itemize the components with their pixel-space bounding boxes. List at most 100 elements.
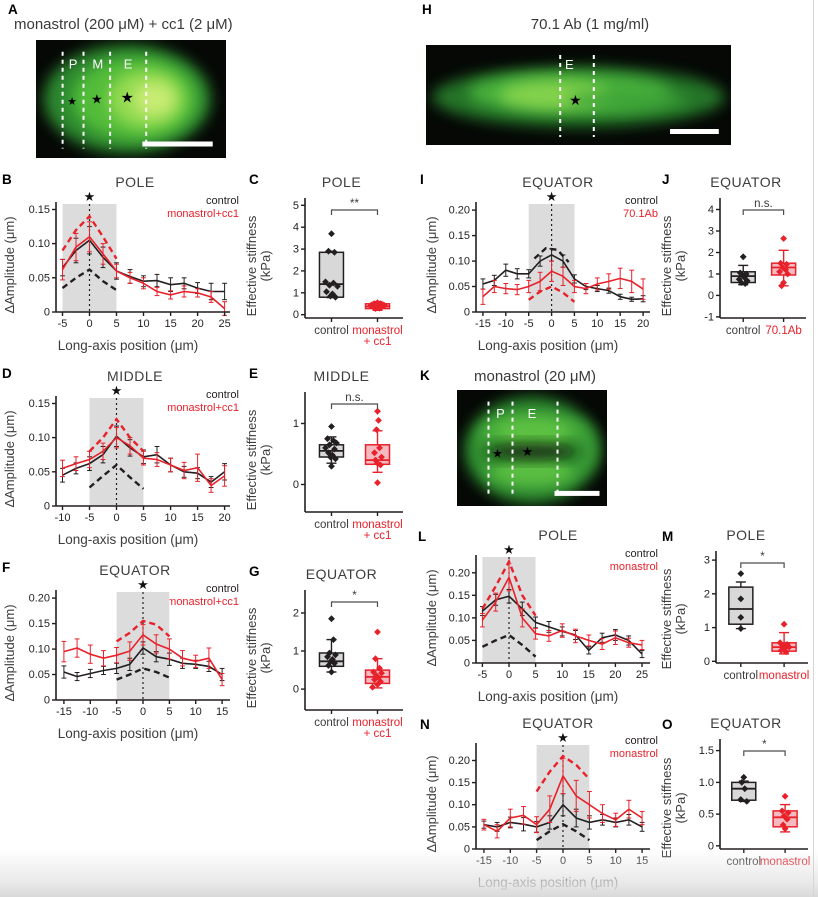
svg-text:0.10: 0.10 (449, 799, 470, 811)
svg-text:5: 5 (533, 669, 539, 681)
svg-text:2: 2 (293, 608, 299, 620)
y-axis-label-J: Effective stiffness (kPa) (659, 186, 688, 346)
svg-text:★: ★ (557, 731, 569, 745)
legend-item-control: control (624, 548, 658, 560)
x-axis-label-F: Long-axis position (μm) (57, 726, 199, 741)
svg-text:15: 15 (636, 855, 648, 867)
panel-K: K monastrol (20 μM) P E ★ ★ (410, 362, 660, 523)
panel-letter-B: B (2, 172, 12, 187)
svg-text:+ cc1: + cc1 (364, 530, 392, 542)
x-axis-label-L: Long-axis position (μm) (477, 689, 619, 704)
svg-text:-10: -10 (498, 318, 514, 330)
svg-text:0.10: 0.10 (449, 612, 470, 624)
svg-text:1: 1 (293, 418, 299, 430)
chart-title-M: POLE (726, 527, 766, 543)
legend-item-treatment: monastrol+cc1 (167, 208, 239, 220)
svg-text:monastrol: monastrol (759, 670, 810, 682)
legend-item-control: control (205, 195, 239, 207)
svg-text:monastrol: monastrol (352, 519, 403, 531)
svg-text:E: E (528, 406, 537, 421)
line-chart-B: ★ 0 0.05 0.10 0.15 -5 0 5 10 15 20 25 (29, 190, 231, 330)
panel-letter-H: H (422, 2, 432, 17)
svg-text:E: E (124, 56, 133, 71)
panel-E: E MIDDLE Effective stiffness (kPa) 0 1 con… (244, 362, 420, 556)
svg-text:-10: -10 (55, 512, 71, 524)
panel-M: M POLE Effective stiffness (kPa) 0 1 2 3 con… (659, 523, 818, 713)
line-chart-D: ★ 0 0.05 0.10 0.15 -10 -5 0 5 10 15 20 (29, 384, 231, 524)
y-axis-label-line2: (kPa) (257, 250, 273, 282)
panel-I: I EQUATOR control 70.1Ab ΔAmplitude (μm)… (410, 168, 660, 362)
panel-letter-D: D (2, 366, 12, 381)
chart-title-G: EQUATOR (305, 566, 378, 582)
chart-title-B: POLE (115, 174, 155, 190)
chart-legend-L: control monastrol (610, 548, 658, 574)
panel-letter-F: F (2, 560, 11, 575)
svg-text:3: 3 (293, 244, 299, 256)
y-axis-label-line2: (kPa) (672, 792, 688, 824)
panel-letter-O: O (662, 717, 673, 732)
chart-title-C: POLE (321, 174, 362, 190)
legend-item-control: control (205, 389, 239, 401)
svg-text:0: 0 (708, 840, 714, 852)
micrograph-image-A: P M E ★ ★ ★ (36, 40, 226, 158)
svg-text:0: 0 (560, 855, 566, 867)
svg-text:10: 10 (164, 512, 176, 524)
y-axis-label-I: ΔAmplitude (μm) (424, 216, 439, 314)
svg-text:★: ★ (67, 96, 77, 108)
svg-text:0: 0 (140, 706, 146, 718)
x-axis-label-I: Long-axis position (μm) (477, 338, 619, 353)
svg-text:n.s.: n.s. (345, 392, 364, 404)
svg-text:-10: -10 (502, 855, 518, 867)
svg-text:-5: -5 (524, 318, 534, 330)
svg-text:3: 3 (708, 226, 714, 238)
panel-letter-C: C (249, 172, 259, 187)
svg-text:-1: -1 (704, 311, 714, 323)
svg-text:5: 5 (571, 318, 577, 330)
svg-text:-5: -5 (58, 318, 68, 330)
svg-text:1.5: 1.5 (699, 745, 714, 757)
panel-L: L POLE control monastrol ΔAmplitude (μm)… (410, 523, 660, 713)
svg-text:0.15: 0.15 (29, 398, 50, 410)
svg-text:0: 0 (44, 307, 50, 319)
svg-text:10: 10 (556, 669, 568, 681)
svg-text:control: control (314, 717, 349, 729)
svg-text:control: control (724, 670, 759, 682)
svg-text:0.05: 0.05 (449, 635, 470, 647)
chart-title-N: EQUATOR (522, 715, 594, 731)
svg-text:0.5: 0.5 (699, 809, 714, 821)
svg-text:0: 0 (44, 501, 50, 513)
svg-text:70.1Ab: 70.1Ab (765, 325, 801, 337)
micrograph-title-A: monastrol (200 μM) + cc1 (2 μM) (14, 16, 233, 33)
chart-title-E: MIDDLE (313, 368, 370, 384)
svg-text:0: 0 (293, 479, 299, 491)
svg-text:0.20: 0.20 (449, 567, 470, 579)
y-axis-label-line2: (kPa) (257, 444, 273, 476)
svg-text:20: 20 (637, 318, 649, 330)
y-axis-label-line1: Effective stiffness (659, 215, 674, 317)
svg-text:0.15: 0.15 (449, 777, 470, 789)
chart-legend-B: control monastrol+cc1 (167, 195, 239, 221)
svg-text:0: 0 (708, 290, 714, 302)
svg-text:5: 5 (586, 855, 592, 867)
box-plot-J: -1 0 1 2 3 4 control 70.1Ab n.s. (704, 198, 806, 337)
svg-text:20: 20 (191, 318, 203, 330)
panel-letter-K: K (420, 368, 430, 383)
chart-title-F: EQUATOR (99, 562, 171, 578)
panel-letter-I: I (420, 172, 424, 187)
svg-text:5: 5 (113, 318, 119, 330)
svg-text:E: E (565, 57, 574, 72)
svg-text:0.20: 0.20 (449, 205, 470, 217)
panel-letter-A: A (8, 2, 18, 17)
y-axis-label-B: ΔAmplitude (μm) (2, 216, 17, 314)
svg-text:0.05: 0.05 (29, 669, 50, 681)
svg-text:0: 0 (293, 309, 299, 321)
svg-text:5: 5 (293, 200, 299, 212)
svg-text:★: ★ (569, 92, 582, 108)
svg-text:control: control (314, 325, 349, 337)
box-plot-G: 0 1 2 control monastrol+ cc1 * (293, 590, 403, 740)
panel-D: D MIDDLE control monastrol+cc1 ΔAmplitud… (0, 362, 245, 556)
y-axis-label-D: ΔAmplitude (μm) (2, 410, 17, 508)
svg-text:★: ★ (84, 190, 96, 204)
svg-text:1: 1 (704, 622, 710, 634)
